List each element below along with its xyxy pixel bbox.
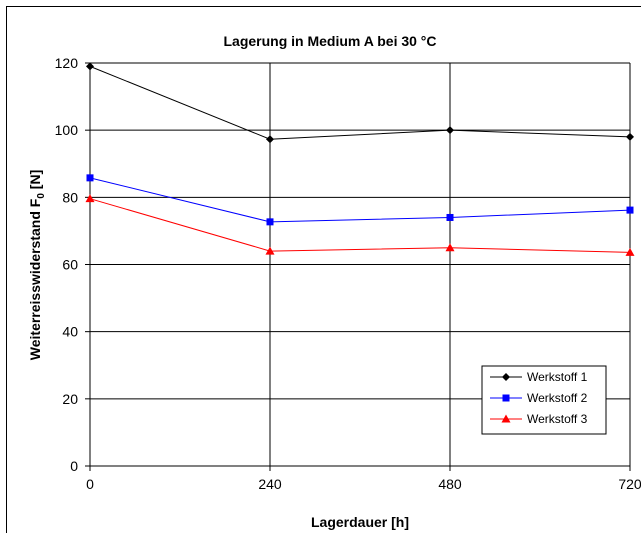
legend-entry: Werkstoff 3	[527, 412, 588, 426]
legend-marker	[502, 373, 510, 381]
data-point	[86, 62, 94, 71]
y-axis-label-subscript: 0	[36, 193, 47, 199]
data-point	[86, 174, 94, 182]
legend-marker	[502, 394, 510, 402]
data-point	[446, 213, 454, 221]
legend: Werkstoff 1 Werkstoff 2 Werkstoff 3	[481, 365, 607, 435]
series-group	[85, 62, 635, 256]
data-point	[85, 194, 95, 203]
x-axis-label: Lagerdauer [h]	[311, 514, 409, 530]
series-3	[85, 194, 635, 256]
series-line	[89, 177, 631, 223]
y-tick-label: 20	[62, 391, 78, 407]
data-point	[266, 218, 274, 226]
y-tick-label: 0	[70, 458, 78, 474]
y-axis-label-main: Weiterreisswiderstand F	[27, 198, 43, 360]
x-tick-label: 0	[86, 476, 94, 492]
legend-marker	[501, 414, 511, 423]
x-tick-label: 480	[438, 476, 462, 492]
series-1	[86, 62, 634, 144]
series-2	[86, 174, 634, 226]
data-point	[625, 247, 635, 256]
data-point	[626, 206, 634, 214]
x-tick-label: 240	[258, 476, 282, 492]
axes: 0 20 40 60 80 100 120 0 240 480 720	[55, 55, 641, 492]
y-axis-label-unit: [N]	[27, 170, 43, 193]
chart-title: Lagerung in Medium A bei 30 °C	[223, 33, 436, 49]
y-axis-label: Weiterreisswiderstand F0 [N]	[27, 170, 47, 360]
series-line	[89, 198, 631, 253]
y-tick-label: 120	[55, 55, 79, 71]
series-line	[89, 65, 631, 140]
y-tick-label: 60	[62, 257, 78, 273]
legend-entry: Werkstoff 2	[527, 391, 588, 405]
data-point	[626, 132, 634, 141]
y-tick-label: 100	[55, 122, 79, 138]
data-point	[266, 135, 274, 144]
data-point	[265, 246, 275, 255]
x-tick-label: 720	[618, 476, 641, 492]
data-point	[445, 243, 455, 252]
legend-entry: Werkstoff 1	[527, 370, 588, 384]
data-point	[446, 126, 454, 135]
y-tick-label: 40	[62, 324, 78, 340]
y-tick-label: 80	[62, 189, 78, 205]
